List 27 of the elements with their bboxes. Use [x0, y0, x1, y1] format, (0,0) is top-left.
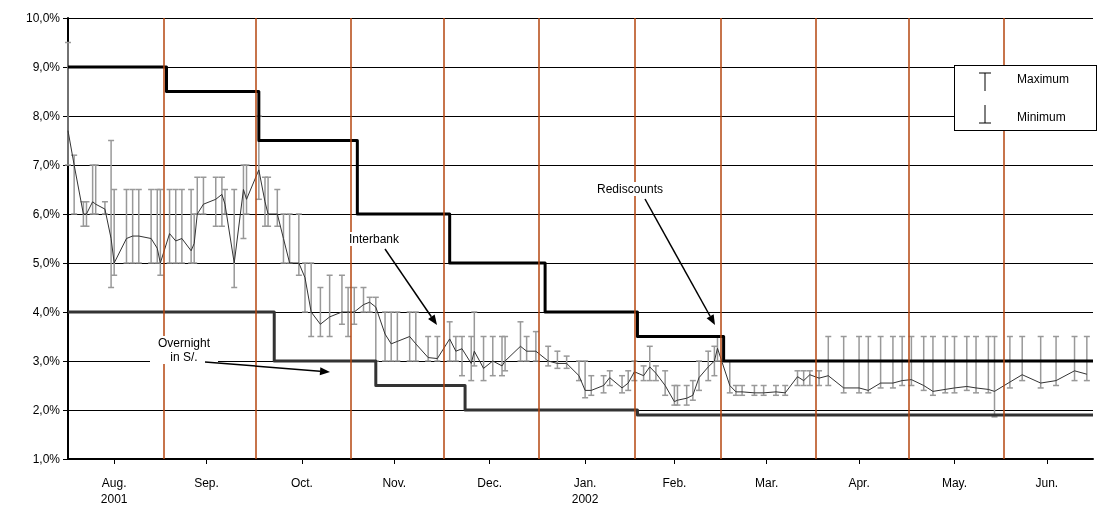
y-tick-label: 3,0% [32, 354, 61, 368]
annotation: Interbank [340, 232, 408, 246]
x-tick-label: Mar. [755, 476, 779, 490]
x-tick-label: Feb. [662, 476, 687, 490]
y-tick-label: 5,0% [32, 256, 61, 270]
x-tick-label: Jun. [1035, 476, 1059, 490]
x-tick-label: Aug. 2001 [100, 476, 128, 506]
x-tick-label: May. [941, 476, 968, 490]
y-tick-label: 6,0% [32, 207, 61, 221]
annotation: Overnight in S/. [150, 336, 218, 364]
annotation: Minimum [1017, 110, 1066, 124]
line-series [67, 130, 1088, 403]
y-tick-label: 9,0% [32, 60, 61, 74]
x-tick-label: Apr. [848, 476, 870, 490]
x-tick-label: Sep. [194, 476, 219, 490]
x-tick-label: Nov. [382, 476, 407, 490]
annotation: Maximum [1017, 72, 1070, 86]
y-tick-label: 4,0% [32, 305, 61, 319]
x-tick-label: Jan. 2002 [571, 476, 599, 506]
y-tick-label: 7,0% [32, 158, 61, 172]
x-tick-label: Dec. [477, 476, 503, 490]
y-tick-label: 8,0% [32, 109, 61, 123]
x-tick-label: Oct. [290, 476, 313, 490]
y-tick-label: 2,0% [32, 403, 61, 417]
annotation: Rediscounts [590, 182, 670, 196]
y-tick-label: 10,0% [25, 11, 61, 25]
y-tick-label: 1,0% [32, 452, 61, 466]
